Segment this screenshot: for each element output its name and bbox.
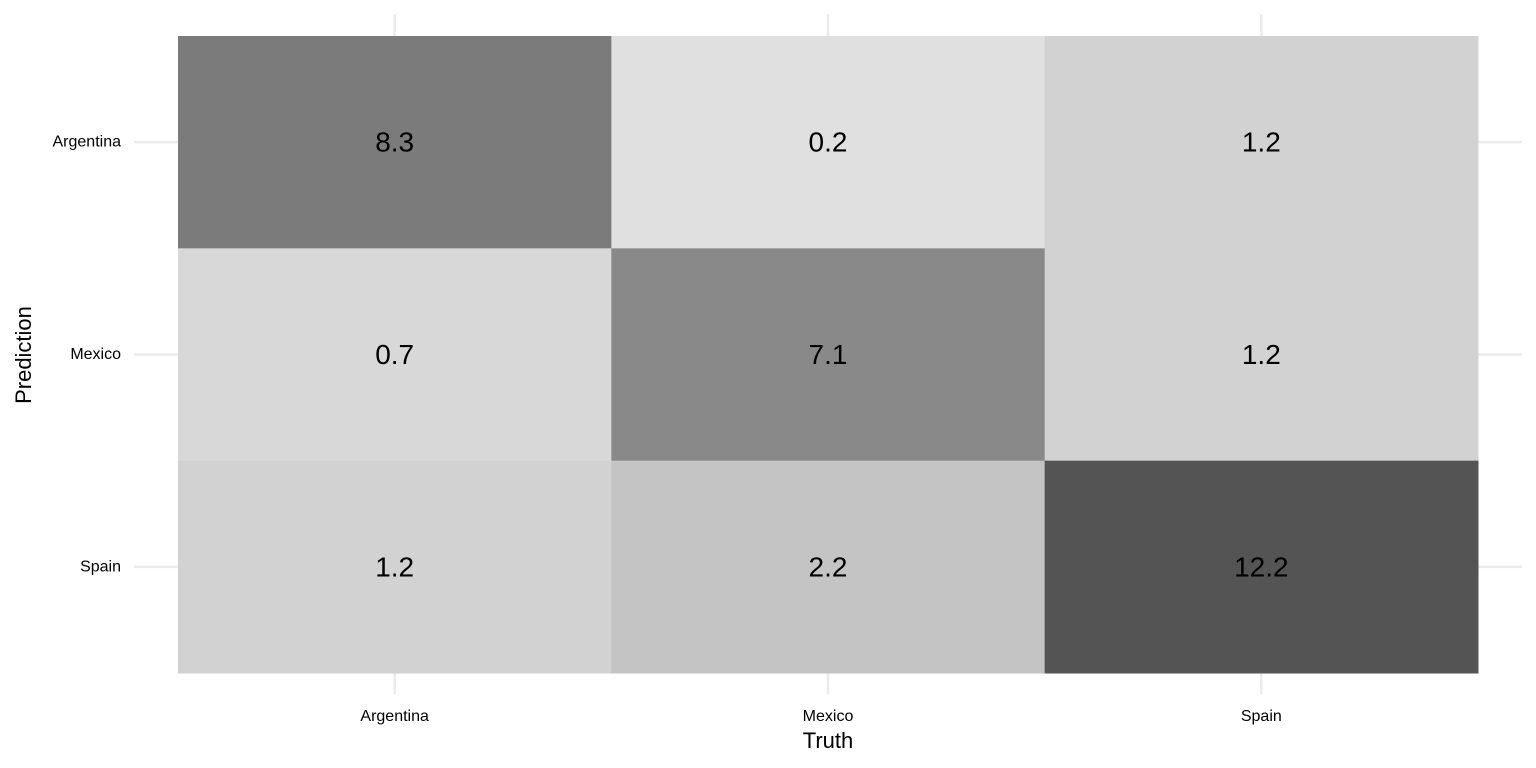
heatmap-cell-mexico-argentina — [178, 248, 612, 462]
heatmap-cell-argentina-spain — [1044, 36, 1479, 249]
cell-value-argentina-spain: 1.2 — [1242, 127, 1281, 158]
y-tick-label-argentina: Argentina — [53, 134, 122, 151]
x-axis-title: Truth — [803, 728, 854, 753]
cell-value-labels: 8.3 0.2 1.2 0.7 7.1 1.2 1.2 2.2 12.2 — [375, 127, 1288, 583]
cell-value-mexico-mexico: 7.1 — [809, 339, 848, 370]
x-tick-label-argentina: Argentina — [360, 708, 429, 725]
x-tick-label-spain: Spain — [1241, 708, 1282, 725]
heatmap-cell-mexico-spain — [1044, 248, 1479, 462]
heatmap-cell-spain-argentina — [178, 460, 612, 674]
y-axis-title: Prediction — [11, 306, 36, 404]
cell-value-argentina-mexico: 0.2 — [809, 127, 848, 158]
y-tick-label-spain: Spain — [80, 558, 121, 575]
cell-value-spain-mexico: 2.2 — [809, 551, 848, 582]
x-tick-label-mexico: Mexico — [803, 708, 854, 725]
cell-value-mexico-spain: 1.2 — [1242, 339, 1281, 370]
heatmap-cell-spain-spain — [1044, 460, 1479, 674]
y-tick-label-mexico: Mexico — [70, 346, 121, 363]
heatmap-cell-spain-mexico — [611, 460, 1046, 674]
heatmap-cell-argentina-argentina — [178, 36, 612, 249]
cell-value-spain-argentina: 1.2 — [375, 551, 414, 582]
cell-value-spain-spain: 12.2 — [1234, 551, 1289, 582]
cell-value-argentina-argentina: 8.3 — [375, 127, 414, 158]
x-axis-tick-labels: Argentina Mexico Spain — [360, 708, 1281, 725]
y-axis-tick-labels: Argentina Mexico Spain — [53, 134, 122, 576]
cell-value-mexico-argentina: 0.7 — [375, 339, 414, 370]
heatmap-cells — [178, 36, 1479, 674]
heatmap-cell-mexico-mexico — [611, 248, 1046, 462]
heatmap-cell-argentina-mexico — [611, 36, 1046, 249]
